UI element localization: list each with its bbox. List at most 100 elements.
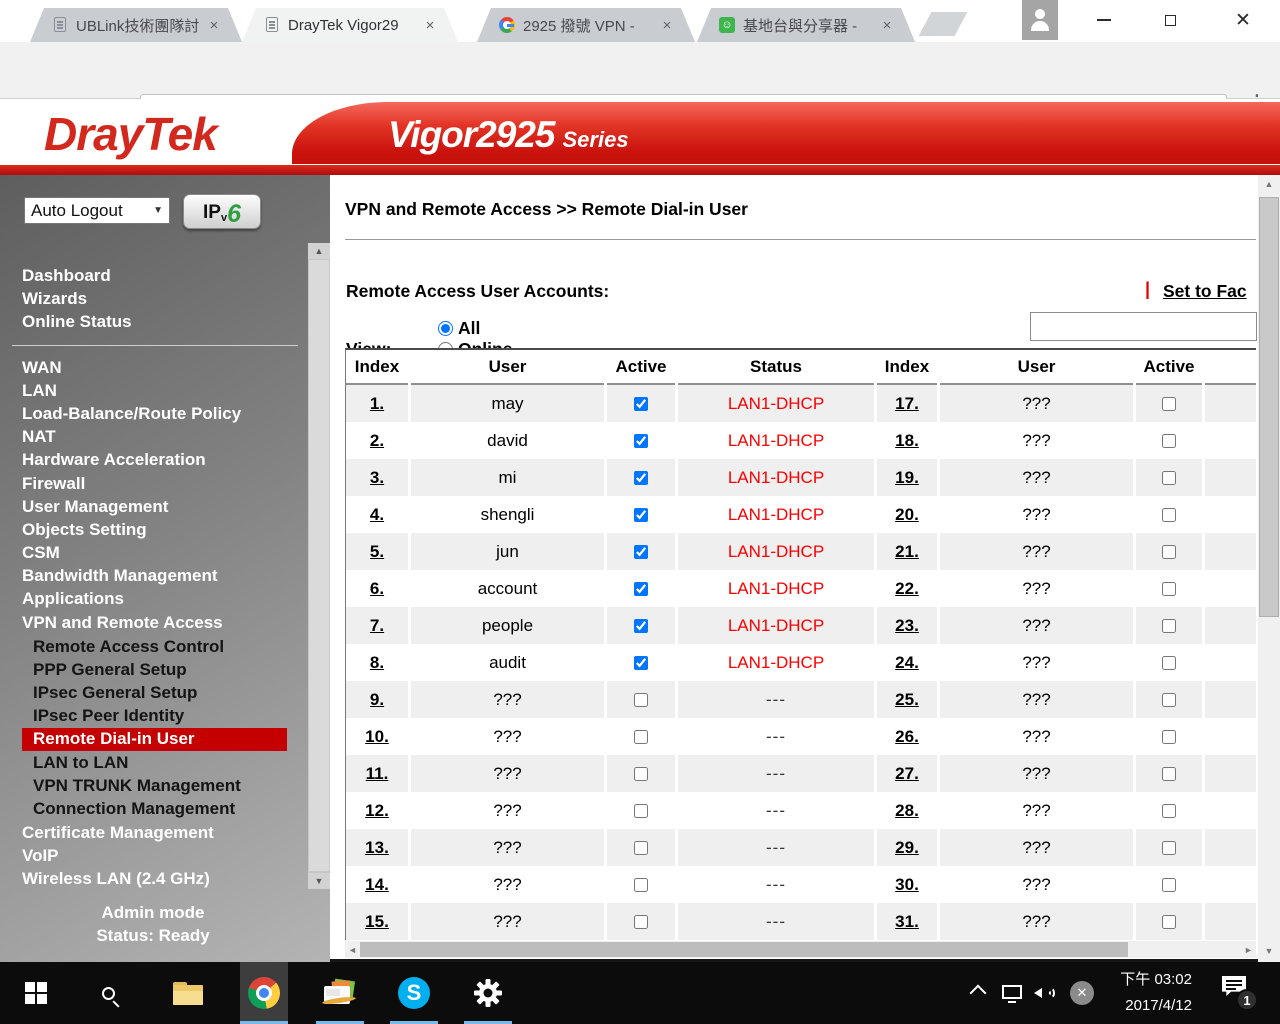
sidebar-item-csm[interactable]: CSM xyxy=(22,543,60,563)
index-link[interactable]: 26. xyxy=(895,726,919,746)
active-checkbox[interactable] xyxy=(1162,544,1176,559)
tab-close-icon[interactable]: × xyxy=(662,16,672,34)
index-link[interactable]: 22. xyxy=(895,578,919,598)
mail-taskbar-button[interactable] xyxy=(316,962,364,1024)
taskbar-search-button[interactable] xyxy=(84,962,132,1024)
active-checkbox[interactable] xyxy=(1162,433,1176,448)
index-link[interactable]: 20. xyxy=(895,504,919,524)
index-link[interactable]: 12. xyxy=(365,800,389,820)
active-checkbox[interactable] xyxy=(1162,692,1176,707)
sidebar-scroll-thumb[interactable] xyxy=(309,260,329,871)
skype-taskbar-button[interactable]: S xyxy=(390,962,438,1024)
scroll-down-icon[interactable]: ▼ xyxy=(308,873,330,889)
active-checkbox[interactable] xyxy=(634,433,648,448)
sidebar-item-firewall[interactable]: Firewall xyxy=(22,473,86,493)
sidebar-item-wireless-lan-2-4-ghz-[interactable]: Wireless LAN (2.4 GHz) xyxy=(22,868,210,888)
browser-tab-2[interactable]: DrayTek Vigor29 × xyxy=(242,8,458,42)
active-checkbox[interactable] xyxy=(1162,507,1176,522)
active-checkbox[interactable] xyxy=(634,396,648,411)
start-button[interactable] xyxy=(12,962,60,1024)
index-link[interactable]: 30. xyxy=(895,874,919,894)
sidebar-scrollbar[interactable]: ▲ ▼ xyxy=(308,243,330,889)
vertical-scroll-thumb[interactable] xyxy=(1259,197,1279,617)
sidebar-item-bandwidth-management[interactable]: Bandwidth Management xyxy=(22,566,218,586)
index-link[interactable]: 14. xyxy=(365,874,389,894)
active-checkbox[interactable] xyxy=(634,581,648,596)
index-link[interactable]: 10. xyxy=(365,726,389,746)
active-checkbox[interactable] xyxy=(1162,470,1176,485)
sidebar-item-nat[interactable]: NAT xyxy=(22,427,56,447)
sidebar-item-applications[interactable]: Applications xyxy=(22,589,125,609)
active-checkbox[interactable] xyxy=(634,803,648,818)
active-checkbox[interactable] xyxy=(634,729,648,744)
sidebar-subitem-ipsec-peer-identity[interactable]: IPsec Peer Identity xyxy=(33,706,185,726)
auto-logout-select[interactable]: Auto Logout ▼ xyxy=(24,197,170,224)
index-link[interactable]: 5. xyxy=(369,541,385,561)
tray-expand-button[interactable] xyxy=(969,984,987,1024)
disconnected-tray-icon[interactable]: ✕ xyxy=(1070,981,1094,1024)
index-link[interactable]: 17. xyxy=(895,393,919,413)
index-link[interactable]: 25. xyxy=(895,689,919,709)
sidebar-item-user-management[interactable]: User Management xyxy=(22,496,169,516)
active-checkbox[interactable] xyxy=(1162,766,1176,781)
scroll-up-icon[interactable]: ▲ xyxy=(1264,179,1274,189)
sidebar-item-hardware-acceleration[interactable]: Hardware Acceleration xyxy=(22,450,206,470)
sidebar-item-dashboard[interactable]: Dashboard xyxy=(22,265,111,285)
table-horizontal-scrollbar[interactable]: ◄ ► xyxy=(345,941,1256,958)
tab-close-icon[interactable]: × xyxy=(425,16,435,34)
index-link[interactable]: 8. xyxy=(369,652,385,672)
network-tray-icon[interactable] xyxy=(1002,985,1022,1024)
active-checkbox[interactable] xyxy=(1162,655,1176,670)
new-tab-button[interactable] xyxy=(918,12,968,36)
active-checkbox[interactable] xyxy=(1162,914,1176,929)
search-input[interactable] xyxy=(1030,312,1257,341)
active-checkbox[interactable] xyxy=(634,618,648,633)
index-link[interactable]: 24. xyxy=(895,652,919,672)
sidebar-item-lan[interactable]: LAN xyxy=(22,380,57,400)
index-link[interactable]: 15. xyxy=(365,911,389,931)
file-explorer-button[interactable] xyxy=(164,962,212,1024)
index-link[interactable]: 13. xyxy=(365,837,389,857)
sidebar-subitem-ipsec-general-setup[interactable]: IPsec General Setup xyxy=(33,682,198,702)
index-link[interactable]: 21. xyxy=(895,541,919,561)
window-minimize-button[interactable] xyxy=(1082,0,1126,40)
scroll-right-icon[interactable]: ► xyxy=(1244,944,1253,955)
window-restore-button[interactable] xyxy=(1148,0,1192,40)
taskbar-clock[interactable]: 下午 03:02 2017/4/12 xyxy=(1082,967,1192,1019)
index-link[interactable]: 18. xyxy=(895,430,919,450)
tab-close-icon[interactable]: × xyxy=(209,16,219,34)
active-checkbox[interactable] xyxy=(1162,581,1176,596)
active-checkbox[interactable] xyxy=(634,470,648,485)
scroll-left-icon[interactable]: ◄ xyxy=(348,944,357,955)
window-close-button[interactable]: ✕ xyxy=(1235,9,1251,31)
sidebar-subitem-lan-to-lan[interactable]: LAN to LAN xyxy=(33,752,129,772)
sidebar-item-vpn-and-remote-access[interactable]: VPN and Remote Access xyxy=(22,612,223,632)
scroll-down-icon[interactable]: ▼ xyxy=(1264,946,1274,956)
index-link[interactable]: 4. xyxy=(369,504,385,524)
active-checkbox[interactable] xyxy=(634,840,648,855)
active-checkbox[interactable] xyxy=(1162,840,1176,855)
sidebar-subitem-remote-dial-in-user[interactable]: Remote Dial-in User xyxy=(22,727,287,751)
sidebar-item-voip[interactable]: VoIP xyxy=(22,845,59,865)
active-checkbox[interactable] xyxy=(634,877,648,892)
view-radio-all[interactable] xyxy=(438,321,453,336)
sidebar-item-wizards[interactable]: Wizards xyxy=(22,288,88,308)
index-link[interactable]: 3. xyxy=(369,467,385,487)
index-link[interactable]: 6. xyxy=(369,578,385,598)
browser-tab-4[interactable]: ☺ 基地台與分享器 - × xyxy=(697,8,915,42)
index-link[interactable]: 28. xyxy=(895,800,919,820)
ipv6-button[interactable]: IP v 6 xyxy=(183,194,261,229)
sidebar-subitem-connection-management[interactable]: Connection Management xyxy=(33,798,236,818)
content-vertical-scrollbar[interactable]: ▲ ▼ xyxy=(1258,175,1280,962)
sidebar-item-load-balance-route-policy[interactable]: Load-Balance/Route Policy xyxy=(22,403,242,423)
browser-tab-1[interactable]: UBLink技術團隊討 × xyxy=(30,8,242,42)
index-link[interactable]: 29. xyxy=(895,837,919,857)
active-checkbox[interactable] xyxy=(1162,729,1176,744)
sidebar-item-wan[interactable]: WAN xyxy=(22,357,62,377)
index-link[interactable]: 2. xyxy=(369,430,385,450)
browser-tab-3[interactable]: 2925 撥號 VPN - × xyxy=(477,8,695,42)
index-link[interactable]: 7. xyxy=(369,615,385,635)
index-link[interactable]: 11. xyxy=(365,763,389,783)
index-link[interactable]: 9. xyxy=(369,689,385,709)
sidebar-subitem-remote-access-control[interactable]: Remote Access Control xyxy=(33,636,225,656)
